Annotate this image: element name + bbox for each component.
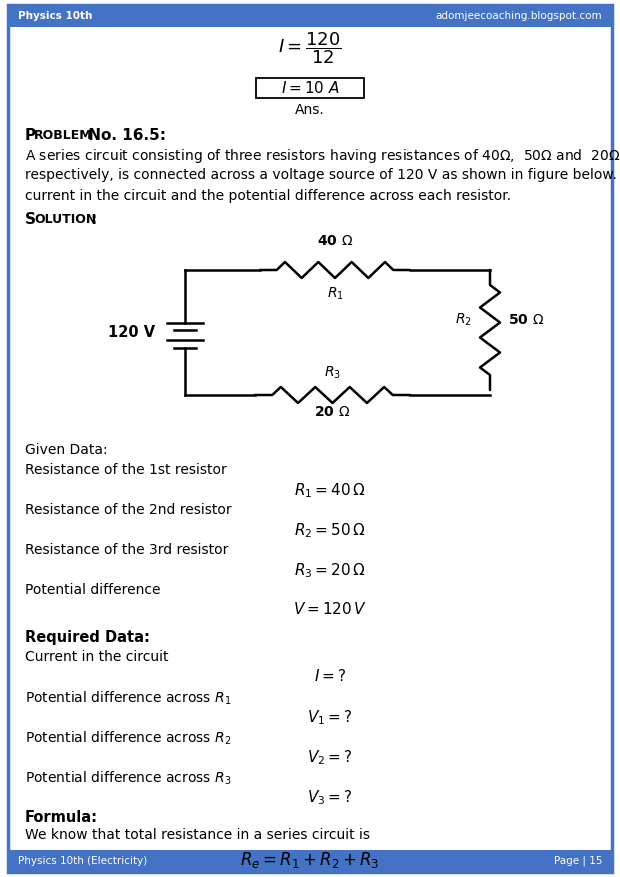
Text: $V = 120\,V$: $V = 120\,V$ bbox=[293, 601, 367, 617]
Text: $R_2$: $R_2$ bbox=[455, 312, 472, 328]
Bar bbox=[8, 5, 612, 27]
Text: respectively, is connected across a voltage source of 120 V as shown in figure b: respectively, is connected across a volt… bbox=[25, 168, 620, 182]
Text: $R_e = R_1 + R_2 + R_3$: $R_e = R_1 + R_2 + R_3$ bbox=[241, 850, 379, 870]
Text: Resistance of the 3rd resistor: Resistance of the 3rd resistor bbox=[25, 543, 228, 557]
Text: OLUTION: OLUTION bbox=[34, 213, 96, 226]
Text: $I = \dfrac{120}{12}$: $I = \dfrac{120}{12}$ bbox=[278, 30, 342, 66]
Text: $I = 10\ A$: $I = 10\ A$ bbox=[280, 80, 340, 96]
Text: $I = ?$: $I = ?$ bbox=[314, 668, 346, 684]
Text: A series circuit consisting of three resistors having resistances of 40$\Omega$,: A series circuit consisting of three res… bbox=[25, 147, 620, 165]
Bar bbox=[8, 850, 612, 872]
Text: P: P bbox=[25, 128, 36, 143]
Text: $R_e = 40 + 50 + 20$: $R_e = 40 + 50 + 20$ bbox=[237, 876, 383, 877]
Text: Ans.: Ans. bbox=[295, 103, 325, 117]
Text: Physics 10th (Electricity): Physics 10th (Electricity) bbox=[18, 856, 148, 866]
Text: S: S bbox=[25, 212, 36, 227]
Text: Resistance of the 1st resistor: Resistance of the 1st resistor bbox=[25, 463, 227, 477]
Text: $R_3 = 20\,\Omega$: $R_3 = 20\,\Omega$ bbox=[294, 561, 366, 580]
Text: Given Data:: Given Data: bbox=[25, 443, 108, 457]
Text: $R_2 = 50\,\Omega$: $R_2 = 50\,\Omega$ bbox=[294, 521, 366, 539]
Text: No. 16.5:: No. 16.5: bbox=[83, 128, 166, 143]
Text: adomjeecoaching.blogspot.com: adomjeecoaching.blogspot.com bbox=[435, 11, 602, 21]
Text: Potential difference across $R_3$: Potential difference across $R_3$ bbox=[25, 770, 231, 788]
Text: Current in the circuit: Current in the circuit bbox=[25, 650, 169, 664]
Text: ROBLEM: ROBLEM bbox=[34, 129, 92, 142]
Text: Physics 10th: Physics 10th bbox=[18, 11, 92, 21]
Text: current in the circuit and the potential difference across each resistor.: current in the circuit and the potential… bbox=[25, 189, 511, 203]
Text: $V_1 = ?$: $V_1 = ?$ bbox=[308, 708, 353, 727]
Text: $R_1 = 40\,\Omega$: $R_1 = 40\,\Omega$ bbox=[294, 481, 366, 500]
Text: $R_1$: $R_1$ bbox=[327, 286, 343, 303]
Text: Page | 15: Page | 15 bbox=[554, 856, 602, 866]
Text: Potential difference across $R_2$: Potential difference across $R_2$ bbox=[25, 730, 231, 747]
Text: Resistance of the 2nd resistor: Resistance of the 2nd resistor bbox=[25, 503, 232, 517]
Text: 40 $\Omega$: 40 $\Omega$ bbox=[317, 234, 353, 248]
Text: 50 $\Omega$: 50 $\Omega$ bbox=[508, 313, 544, 327]
Text: Formula:: Formula: bbox=[25, 810, 98, 825]
Bar bbox=[256, 78, 364, 98]
Text: :: : bbox=[90, 212, 96, 227]
Text: Potential difference across $R_1$: Potential difference across $R_1$ bbox=[25, 690, 231, 708]
Text: We know that total resistance in a series circuit is: We know that total resistance in a serie… bbox=[25, 828, 370, 842]
Text: Required Data:: Required Data: bbox=[25, 630, 150, 645]
Text: Potential difference: Potential difference bbox=[25, 583, 161, 597]
Text: $V_2 = ?$: $V_2 = ?$ bbox=[308, 748, 353, 766]
Text: 120 V: 120 V bbox=[108, 325, 155, 340]
Text: 20 $\Omega$: 20 $\Omega$ bbox=[314, 405, 351, 419]
Text: $R_3$: $R_3$ bbox=[324, 365, 341, 381]
Text: $V_3 = ?$: $V_3 = ?$ bbox=[308, 788, 353, 807]
